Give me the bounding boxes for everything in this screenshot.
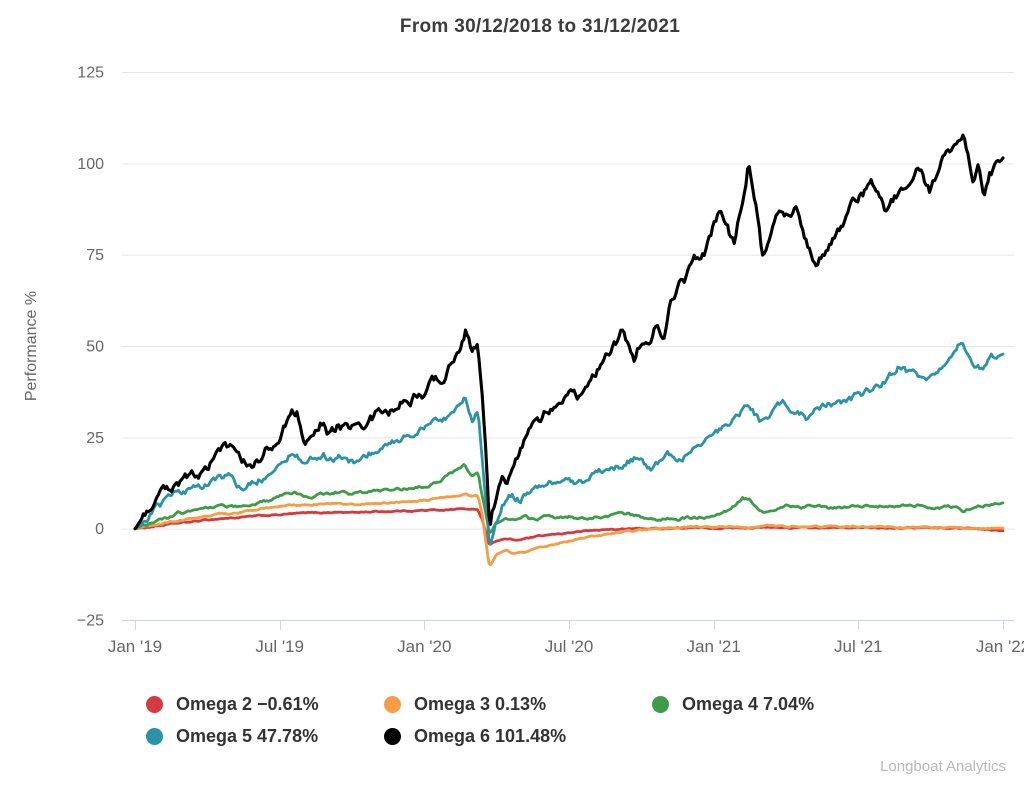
x-tick-label: Jul '19 (255, 637, 304, 656)
y-tick-label: 75 (86, 247, 104, 264)
chart-title: From 30/12/2018 to 31/12/2021 (399, 16, 681, 37)
legend-item-omega-5[interactable]: Omega 5 47.78% (146, 726, 318, 747)
footer-credit: Longboat Analytics (880, 758, 1006, 775)
legend-marker (146, 696, 163, 713)
legend-label: Omega 3 0.13% (414, 694, 547, 714)
legend-item-omega-4[interactable]: Omega 4 7.04% (652, 694, 814, 715)
legend-label: Omega 4 7.04% (682, 694, 815, 714)
series-line-omega-4[interactable] (133, 463, 1005, 534)
legend-label: Omega 6 101.48% (414, 726, 567, 746)
legend-label: Omega 5 47.78% (176, 726, 319, 746)
legend-item-omega-3[interactable]: Omega 3 0.13% (384, 694, 546, 715)
legend-marker (384, 696, 401, 713)
series-line-omega-5[interactable] (133, 341, 1005, 546)
y-tick-label: 25 (86, 430, 104, 447)
legend-label: Omega 2 −0.61% (176, 694, 319, 714)
series-line-omega-3[interactable] (133, 492, 1005, 567)
x-tick-label: Jan '21 (687, 637, 741, 656)
y-tick-label: −25 (77, 613, 104, 630)
legend-marker (652, 696, 669, 713)
x-tick-label: Jan '20 (397, 637, 451, 656)
legend-item-omega-2[interactable]: Omega 2 −0.61% (146, 694, 319, 715)
series-line-omega-6[interactable] (133, 133, 1005, 531)
y-tick-label: 125 (77, 65, 104, 82)
legend-marker (384, 728, 401, 745)
y-tick-label: 100 (77, 156, 104, 173)
x-tick-label: Jan '19 (108, 637, 162, 656)
y-tick-label: 50 (86, 339, 104, 356)
legend-marker (146, 728, 163, 745)
x-tick-label: Jan '22 (976, 637, 1024, 656)
x-tick-label: Jul '21 (834, 637, 883, 656)
x-tick-label: Jul '20 (545, 637, 594, 656)
legend-item-omega-6[interactable]: Omega 6 101.48% (384, 726, 566, 747)
y-tick-label: 0 (95, 521, 104, 538)
